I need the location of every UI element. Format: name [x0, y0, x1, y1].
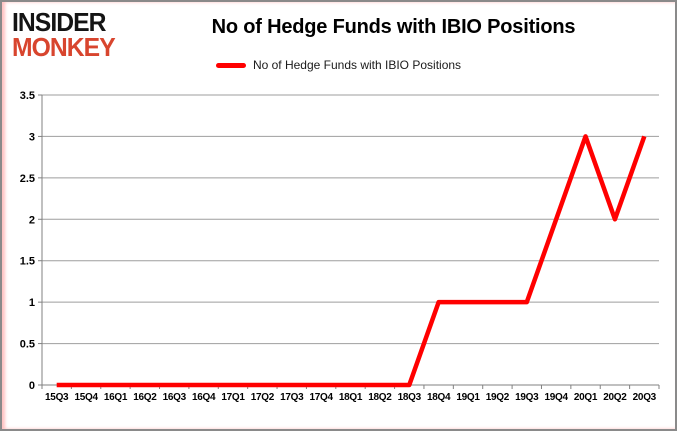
chart-legend: No of Hedge Funds with IBIO Positions — [2, 58, 675, 72]
x-tick-label: 18Q3 — [398, 392, 422, 403]
x-tick-label: 17Q3 — [280, 392, 304, 403]
logo-text-insider: INSIDER — [12, 7, 106, 37]
x-tick-label: 20Q3 — [633, 392, 657, 403]
y-tick-label: 0 — [29, 380, 35, 392]
y-tick-label: 2 — [29, 214, 35, 226]
x-tick-label: 20Q1 — [574, 392, 598, 403]
legend-label: No of Hedge Funds with IBIO Positions — [252, 58, 462, 72]
x-tick-label: 19Q1 — [456, 392, 480, 403]
legend-line-swatch — [215, 62, 246, 68]
x-tick-label: 17Q2 — [251, 392, 275, 403]
x-tick-label: 20Q2 — [603, 392, 627, 403]
x-tick-label: 19Q4 — [545, 392, 569, 403]
x-tick-label: 17Q4 — [309, 392, 333, 403]
x-tick-label: 16Q4 — [192, 392, 216, 403]
x-tick-label: 17Q1 — [221, 392, 245, 403]
x-tick-label: 19Q3 — [515, 392, 539, 403]
x-tick-label: 16Q3 — [163, 392, 187, 403]
y-tick-label: 1.5 — [20, 256, 35, 268]
y-tick-label: 3 — [29, 131, 35, 143]
x-tick-label: 19Q2 — [486, 392, 510, 403]
y-tick-label: 0.5 — [20, 339, 35, 351]
y-tick-label: 2.5 — [20, 173, 35, 185]
y-tick-label: 1 — [29, 297, 35, 309]
y-tick-label: 3.5 — [20, 90, 35, 102]
x-tick-label: 15Q4 — [74, 392, 98, 403]
x-tick-label: 18Q1 — [339, 392, 363, 403]
chart-title: No of Hedge Funds with IBIO Positions — [211, 16, 576, 38]
x-tick-label: 18Q4 — [427, 392, 451, 403]
x-tick-label: 15Q3 — [45, 392, 69, 403]
x-tick-label: 16Q1 — [104, 392, 128, 403]
series-line — [56, 134, 647, 388]
x-tick-label: 18Q2 — [368, 392, 392, 403]
x-tick-label: 16Q2 — [133, 392, 157, 403]
logo-text-monkey: MONKEY — [12, 32, 116, 62]
insider-monkey-logo: INSIDER MONKEY — [12, 9, 120, 60]
